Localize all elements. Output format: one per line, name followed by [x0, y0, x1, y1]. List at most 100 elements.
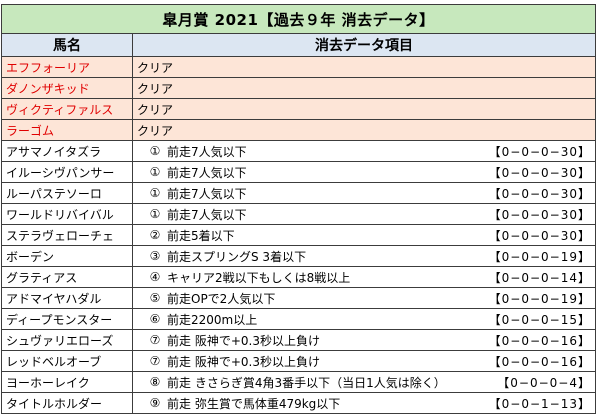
past-record: 【0−0−0−14】	[488, 270, 592, 285]
condition-text: 前走7人気以下	[167, 186, 247, 201]
condition-number: ⑤	[149, 291, 161, 305]
past-record: 【0−0−0−19】	[488, 291, 592, 306]
title-row: 皐月賞 2021【過去９年 消去データ】	[0, 4, 597, 34]
elimination-cell: ① 前走7人気以下 【0−0−0−30】	[131, 182, 597, 204]
horse-name: ヴィクティファルス	[1, 98, 133, 120]
clear-status: クリア	[131, 77, 597, 99]
condition-number: ②	[149, 228, 161, 242]
elimination-detail: ③ 前走スプリングS 3着以下 【0−0−0−19】	[137, 248, 591, 265]
horse-name: レッドベルオーブ	[1, 350, 133, 372]
elimination-cell: ⑤ 前走OPで2人気以下 【0−0−0−19】	[131, 287, 597, 309]
elimination-detail: ① 前走7人気以下 【0−0−0−30】	[137, 185, 591, 202]
eliminated-horse-row: ディープモンスター ⑥ 前走2200m以上 【0−0−0−15】	[1, 308, 597, 330]
elimination-detail: ⑨ 前走 弥生賞で馬体重479kg以下 【0−0−1−13】	[137, 395, 591, 412]
elimination-cell: ⑦ 前走 阪神で+0.3秒以上負け 【0−0−0−16】	[131, 350, 597, 372]
condition-text: 前走 きさらぎ賞4角3番手以下（当日1人気は除く）	[167, 375, 446, 390]
condition-number: ⑦	[149, 333, 161, 347]
elimination-cell: ③ 前走スプリングS 3着以下 【0−0−0−19】	[131, 245, 597, 267]
eliminated-horse-row: ボーデン ③ 前走スプリングS 3着以下 【0−0−0−19】	[1, 245, 597, 267]
horse-name: ラーゴム	[1, 119, 133, 141]
condition-text: 前走7人気以下	[167, 165, 247, 180]
eliminated-horse-row: アドマイヤハダル ⑤ 前走OPで2人気以下 【0−0−0−19】	[1, 287, 597, 309]
header-row: 馬名 消去データ項目	[1, 33, 597, 57]
past-record: 【0−0−0−30】	[488, 228, 592, 243]
condition-text: 前走 阪神で+0.3秒以上負け	[167, 333, 320, 348]
clear-horse-row: ヴィクティファルス クリア	[1, 98, 597, 120]
elimination-detail: ① 前走7人気以下 【0−0−0−30】	[137, 143, 591, 160]
eliminated-horse-row: ヨーホーレイク ⑧ 前走 きさらぎ賞4角3番手以下（当日1人気は除く） 【0−0−0−…	[1, 371, 597, 393]
condition-number: ⑥	[149, 312, 161, 326]
condition-text: 前走OPで2人気以下	[167, 291, 276, 306]
eliminated-horse-row: イルーシヴパンサー ① 前走7人気以下 【0−0−0−30】	[1, 161, 597, 183]
elimination-detail: ① 前走7人気以下 【0−0−0−30】	[137, 164, 591, 181]
clear-horse-row: ラーゴム クリア	[1, 119, 597, 141]
elimination-detail: ⑦ 前走 阪神で+0.3秒以上負け 【0−0−0−16】	[137, 332, 591, 349]
condition-text: 前走2200m以上	[167, 312, 258, 327]
elimination-cell: ⑦ 前走 阪神で+0.3秒以上負け 【0−0−0−16】	[131, 329, 597, 351]
condition-number: ①	[149, 186, 161, 200]
horse-name: ワールドリバイバル	[1, 203, 133, 225]
horse-name: グラティアス	[1, 266, 133, 288]
past-record: 【0−0−1−13】	[488, 396, 592, 411]
elimination-cell: ④ キャリア2戦以下もしくは8戦以上 【0−0−0−14】	[131, 266, 597, 288]
condition-number: ①	[149, 165, 161, 179]
past-record: 【0−0−0−30】	[488, 207, 592, 222]
horse-name: アサマノイタズラ	[1, 140, 133, 162]
header-horse-name: 馬名	[1, 33, 133, 57]
condition-text: 前走7人気以下	[167, 207, 247, 222]
eliminated-horse-row: ルーパステソーロ ① 前走7人気以下 【0−0−0−30】	[1, 182, 597, 204]
elimination-detail: ⑥ 前走2200m以上 【0−0−0−15】	[137, 311, 591, 328]
elimination-detail: ② 前走5着以下 【0−0−0−30】	[137, 227, 591, 244]
condition-text: 前走 阪神で+0.3秒以上負け	[167, 354, 320, 369]
past-record: 【0−0−0−30】	[488, 186, 592, 201]
horse-name: ボーデン	[1, 245, 133, 267]
clear-horse-row: エフフォーリア クリア	[1, 56, 597, 78]
past-record: 【0−0−0−30】	[488, 144, 592, 159]
past-record: 【0−0−0−19】	[488, 249, 592, 264]
clear-horse-row: ダノンザキッド クリア	[1, 77, 597, 99]
condition-number: ①	[149, 144, 161, 158]
elimination-cell: ⑨ 前走 弥生賞で馬体重479kg以下 【0−0−1−13】	[131, 392, 597, 414]
condition-number: ③	[149, 249, 161, 263]
elimination-detail: ⑧ 前走 きさらぎ賞4角3番手以下（当日1人気は除く） 【0−0−0−4】	[137, 374, 591, 391]
horse-name: タイトルホルダー	[1, 392, 133, 414]
eliminated-horse-row: タイトルホルダー ⑨ 前走 弥生賞で馬体重479kg以下 【0−0−1−13】	[1, 392, 597, 414]
elimination-data-table: 皐月賞 2021【過去９年 消去データ】 馬名 消去データ項目 エフフォーリアク…	[0, 4, 597, 414]
elimination-cell: ① 前走7人気以下 【0−0−0−30】	[131, 161, 597, 183]
clear-status: クリア	[131, 98, 597, 120]
elimination-detail: ④ キャリア2戦以下もしくは8戦以上 【0−0−0−14】	[137, 269, 591, 286]
condition-number: ⑦	[149, 354, 161, 368]
clear-status: クリア	[131, 119, 597, 141]
past-record: 【0−0−0−30】	[488, 165, 592, 180]
condition-text: 前走7人気以下	[167, 144, 247, 159]
condition-number: ④	[149, 270, 161, 284]
condition-text: キャリア2戦以下もしくは8戦以上	[167, 270, 351, 285]
eliminated-horse-row: ステラヴェローチェ ② 前走5着以下 【0−0−0−30】	[1, 224, 597, 246]
elimination-detail: ① 前走7人気以下 【0−0−0−30】	[137, 206, 591, 223]
condition-text: 前走5着以下	[167, 228, 235, 243]
past-record: 【0−0−0−16】	[488, 354, 592, 369]
eliminated-horse-row: グラティアス ④ キャリア2戦以下もしくは8戦以上 【0−0−0−14】	[1, 266, 597, 288]
horse-name: ヨーホーレイク	[1, 371, 133, 393]
header-elimination-item: 消去データ項目	[131, 33, 597, 57]
eliminated-horse-row: ワールドリバイバル ① 前走7人気以下 【0−0−0−30】	[1, 203, 597, 225]
horse-name: エフフォーリア	[1, 56, 133, 78]
condition-text: 前走スプリングS 3着以下	[167, 249, 307, 264]
elimination-cell: ⑥ 前走2200m以上 【0−0−0−15】	[131, 308, 597, 330]
horse-name: ステラヴェローチェ	[1, 224, 133, 246]
elimination-detail: ⑦ 前走 阪神で+0.3秒以上負け 【0−0−0−16】	[137, 353, 591, 370]
horse-name: シュヴァリエローズ	[1, 329, 133, 351]
past-record: 【0−0−0−4】	[497, 375, 592, 390]
past-record: 【0−0−0−15】	[488, 312, 592, 327]
horse-name: ルーパステソーロ	[1, 182, 133, 204]
elimination-cell: ② 前走5着以下 【0−0−0−30】	[131, 224, 597, 246]
horse-name: ダノンザキッド	[1, 77, 133, 99]
eliminated-horse-row: アサマノイタズラ ① 前走7人気以下 【0−0−0−30】	[1, 140, 597, 162]
eliminated-horse-row: シュヴァリエローズ ⑦ 前走 阪神で+0.3秒以上負け 【0−0−0−16】	[1, 329, 597, 351]
eliminated-horse-row: レッドベルオーブ ⑦ 前走 阪神で+0.3秒以上負け 【0−0−0−16】	[1, 350, 597, 372]
condition-number: ①	[149, 207, 161, 221]
past-record: 【0−0−0−16】	[488, 333, 592, 348]
horse-name: アドマイヤハダル	[1, 287, 133, 309]
elimination-cell: ⑧ 前走 きさらぎ賞4角3番手以下（当日1人気は除く） 【0−0−0−4】	[131, 371, 597, 393]
horse-name: イルーシヴパンサー	[1, 161, 133, 183]
